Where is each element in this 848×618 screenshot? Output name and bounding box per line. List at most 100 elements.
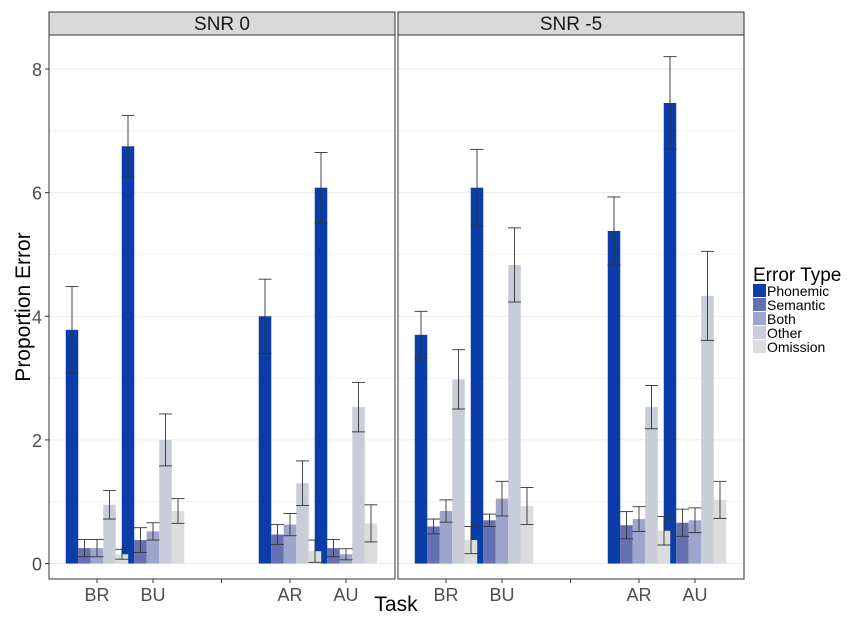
error-bar-semantic-ar xyxy=(620,511,633,540)
legend-key-phonemic xyxy=(753,284,766,297)
error-bar-omission-br xyxy=(464,526,478,555)
bar-other-ar xyxy=(645,407,658,564)
bar-omission-au xyxy=(713,499,727,564)
panel-strip-title: SNR -5 xyxy=(540,14,602,35)
legend-title: Error Type xyxy=(753,265,841,286)
panel-snr-minus-5: SNR -5 xyxy=(397,11,745,580)
error-bar-other-au xyxy=(701,250,714,341)
bar-phonemic-au xyxy=(663,103,677,564)
legend-label-both: Both xyxy=(767,311,796,327)
error-bar-omission-au xyxy=(364,504,378,543)
bar-semantic-br xyxy=(427,526,440,564)
x-tick-label: BU xyxy=(140,585,165,605)
error-bar-other-ar xyxy=(296,460,309,506)
x-axis: BR BU AR AU BR BU AR AU xyxy=(84,579,708,605)
panel-gridlines xyxy=(49,68,395,565)
bar-phonemic-au xyxy=(314,187,328,564)
error-bar-phonemic-au xyxy=(314,152,328,224)
error-bar-both-ar xyxy=(632,506,646,532)
legend-label-other: Other xyxy=(767,325,802,341)
error-bar-other-bu xyxy=(508,227,521,303)
error-bar-omission-bu xyxy=(171,498,185,524)
error-bar-other-ar xyxy=(645,385,658,430)
legend-key-both xyxy=(753,312,766,325)
error-bar-phonemic-ar xyxy=(258,278,272,354)
x-tick-label: BU xyxy=(489,585,514,605)
bar-other-bu xyxy=(508,264,521,564)
bar-phonemic-ar xyxy=(607,230,621,564)
error-bar-both-br xyxy=(439,499,453,523)
panel-error-bars xyxy=(414,56,727,555)
bar-both-bu xyxy=(495,498,509,564)
y-axis-title: Proportion Error xyxy=(12,232,35,381)
error-bar-both-bu xyxy=(146,522,160,541)
panel-strip xyxy=(397,11,745,36)
legend-label-phonemic: Phonemic xyxy=(767,283,829,299)
error-bar-both-br xyxy=(90,538,104,558)
y-axis: 0 2 4 6 8 xyxy=(32,60,49,575)
bar-other-bu xyxy=(159,439,172,564)
bar-omission-au xyxy=(364,523,378,564)
bar-other-br xyxy=(103,504,116,564)
panel-error-bars xyxy=(65,114,378,563)
error-bar-both-ar xyxy=(283,513,297,537)
bar-other-ar xyxy=(296,483,309,564)
legend-label-semantic: Semantic xyxy=(767,297,825,313)
error-bar-omission-br xyxy=(115,548,129,560)
x-tick-label: AR xyxy=(277,585,302,605)
y-tick-label: 0 xyxy=(32,555,42,575)
bar-semantic-bu xyxy=(483,520,496,564)
bar-other-au xyxy=(701,295,714,564)
x-axis-title: Task xyxy=(374,593,418,616)
bar-both-ar xyxy=(283,524,297,564)
x-tick-label: AR xyxy=(626,585,651,605)
error-bar-omission-au xyxy=(713,480,727,519)
bar-both-ar xyxy=(632,519,646,564)
panel-background xyxy=(398,35,744,579)
error-bar-phonemic-br xyxy=(65,286,79,374)
error-bar-both-au xyxy=(688,507,702,534)
error-bar-semantic-au xyxy=(327,538,340,558)
x-tick-label: AU xyxy=(333,585,358,605)
x-tick-label: BR xyxy=(84,585,109,605)
panel-gridlines xyxy=(398,68,744,565)
x-tick-label: BR xyxy=(433,585,458,605)
error-bar-semantic-bu xyxy=(483,513,496,527)
y-tick-label: 6 xyxy=(32,184,42,204)
panel-background xyxy=(49,35,395,579)
error-bar-other-br xyxy=(452,349,465,410)
panel-strip xyxy=(48,11,396,36)
error-bar-semantic-br xyxy=(427,518,440,535)
legend-key-other xyxy=(753,326,766,339)
y-tick-label: 2 xyxy=(32,431,42,451)
error-bar-both-au xyxy=(339,548,353,561)
legend-key-omission xyxy=(753,340,766,353)
bar-semantic-ar xyxy=(271,534,284,564)
panel-snr-0: SNR 0 xyxy=(48,11,396,580)
error-bar-semantic-ar xyxy=(271,524,284,545)
bar-phonemic-ar xyxy=(258,316,272,564)
bar-omission-bu xyxy=(171,511,185,564)
y-tick-label: 4 xyxy=(32,307,42,327)
legend-label-omission: Omission xyxy=(767,339,825,355)
error-bar-phonemic-br xyxy=(414,310,428,359)
bar-both-au xyxy=(688,520,702,564)
error-bar-semantic-br xyxy=(78,538,91,558)
bar-phonemic-bu xyxy=(121,146,135,564)
error-bar-both-bu xyxy=(495,480,509,517)
bar-both-br xyxy=(439,511,453,564)
error-bar-omission-ar xyxy=(308,539,322,563)
legend: Error Type PhonemicSemanticBothOtherOmis… xyxy=(753,265,841,355)
error-bar-omission-ar xyxy=(657,516,671,546)
bar-phonemic-br xyxy=(65,329,79,564)
panel-strip-title: SNR 0 xyxy=(194,14,250,35)
error-bar-phonemic-ar xyxy=(607,196,621,266)
error-bar-phonemic-bu xyxy=(121,114,135,178)
error-bar-omission-bu xyxy=(520,487,534,526)
panel-bars xyxy=(65,146,378,564)
panel-bars xyxy=(414,103,727,564)
bar-other-br xyxy=(452,379,465,564)
error-bar-other-au xyxy=(352,381,365,433)
y-tick-label: 8 xyxy=(32,60,42,80)
